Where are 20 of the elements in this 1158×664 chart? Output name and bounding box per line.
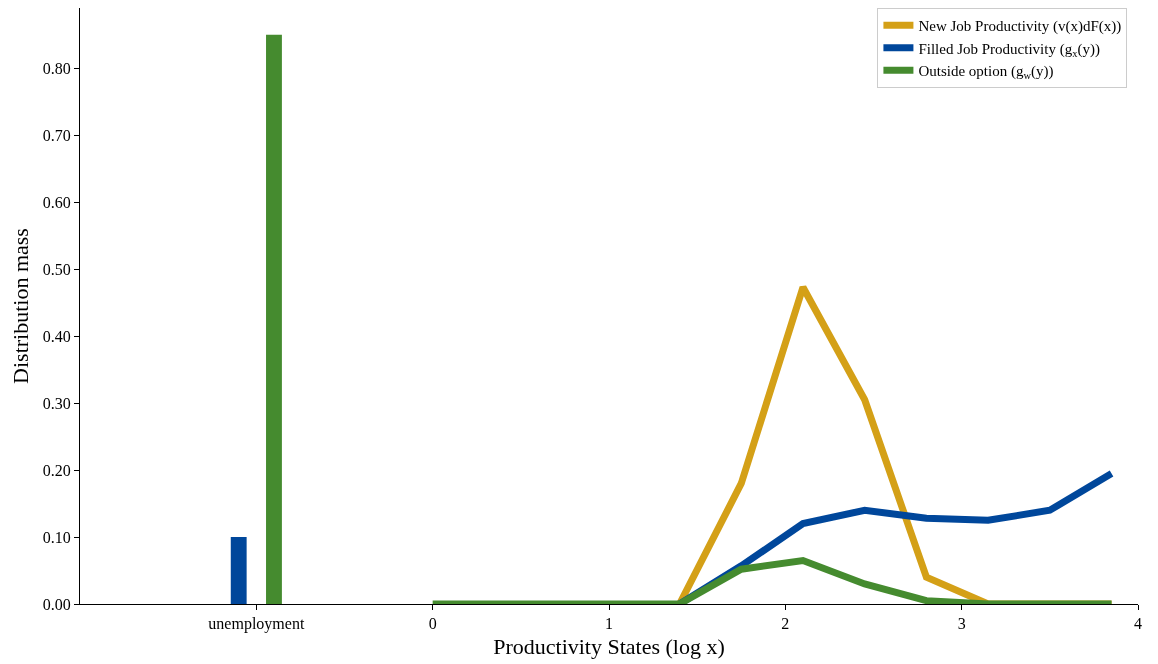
x-tick-label: 0 xyxy=(428,615,437,633)
y-tick-label: 0.40 xyxy=(42,327,71,345)
y-tick-label: 0.30 xyxy=(42,394,71,412)
legend-label: Filled Job Productivity (g$_{x}$(y)) xyxy=(918,40,1100,59)
x-tick-label: 2 xyxy=(781,615,790,633)
x-axis-title: Productivity States (log x) xyxy=(493,634,725,660)
y-tick-label: 0.00 xyxy=(42,595,71,613)
legend-label: New Job Productivity (v(x)dF(x)) xyxy=(918,18,1122,36)
x-tick-label: 4 xyxy=(1134,615,1142,633)
y-tick-label: 0.70 xyxy=(42,126,71,144)
x-tick-label: unemployment xyxy=(208,615,305,634)
x-tick-label: 3 xyxy=(957,615,966,633)
x-tick-label: 1 xyxy=(605,615,613,633)
y-tick-label: 0.20 xyxy=(42,461,71,479)
y-tick-label: 0.50 xyxy=(42,260,71,278)
y-tick-label: 0.80 xyxy=(42,59,71,77)
y-tick-label: 0.10 xyxy=(42,528,71,546)
legend-label: Outside option (g$_{w}$(y)) xyxy=(918,63,1054,82)
y-tick-label: 0.60 xyxy=(42,193,71,211)
y-axis-title: Distribution mass xyxy=(7,228,33,384)
